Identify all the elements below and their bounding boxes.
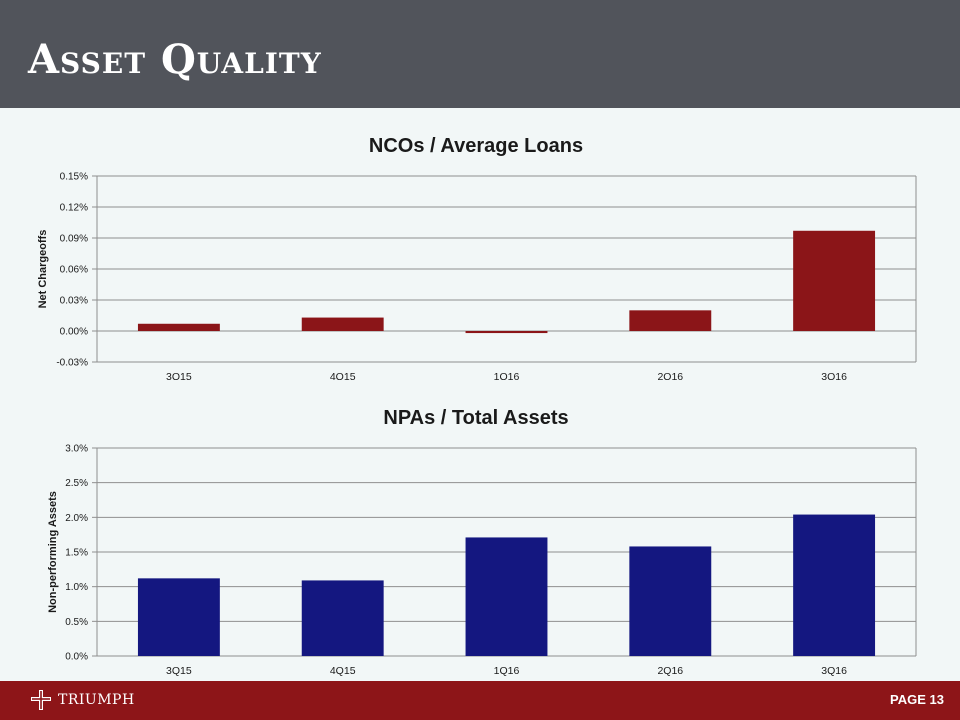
y-axis-label: Non-performing Assets [47,491,59,613]
x-tick-label: 3Q15 [166,371,192,380]
bar-1q16 [465,537,548,656]
bar-3q15 [137,578,220,656]
footer-bar: TRIUMPH PAGE 13 [0,681,960,720]
y-tick-label: 0.12% [60,203,88,214]
nco-chart: NCOs / Average Loans -0.03% 0.00% 0.03% 0.06… [0,130,960,380]
bar-2q16 [629,310,712,331]
y-tick-label: 1.0% [65,582,88,593]
x-tick-label: 2Q16 [657,665,683,677]
chart-title: NPAs / Total Assets [383,407,568,429]
chart-svg: NCOs / Average Loans -0.03% 0.00% 0.03% 0.06… [37,135,917,380]
triumph-logo: TRIUMPH [30,689,135,711]
npa-chart: NPAs / Total Assets 0.0% 0.5% 1.0% 1.5% 2.0% 2… [0,402,960,678]
bar-2q16 [629,546,712,656]
logo-text: TRIUMPH [58,692,135,708]
y-tick-label: 2.5% [65,478,88,489]
chart-title: NCOs / Average Loans [369,135,583,157]
chart-svg: NPAs / Total Assets 0.0% 0.5% 1.0% 1.5% 2.0% 2… [47,407,917,677]
bar-1q16 [465,331,548,334]
x-tick-label: 3Q16 [821,665,847,677]
y-tick-label: 2.0% [65,513,88,524]
x-tick-label: 1Q16 [494,665,520,677]
y-tick-label: -0.03% [56,358,88,369]
y-tick-label: 0.03% [60,296,88,307]
x-tick-label: 3Q15 [166,665,192,677]
cross-icon [31,690,51,710]
x-tick-label: 4Q15 [330,371,356,380]
x-tick-label: 3Q16 [821,371,847,380]
y-tick-label: 1.5% [65,548,88,559]
page-number: PAGE 13 [890,692,944,707]
y-tick-label: 0.15% [60,172,88,183]
x-tick-label: 4Q15 [330,665,356,677]
page-title: Asset Quality [28,36,322,83]
y-tick-label: 0.0% [65,652,88,663]
bar-3q15 [137,323,220,331]
y-tick-label: 0.5% [65,617,88,628]
y-tick-label: 0.09% [60,234,88,245]
y-tick-label: 0.06% [60,265,88,276]
bar-3q16 [793,230,876,331]
bar-4q15 [301,580,384,656]
x-tick-label: 2Q16 [657,371,683,380]
y-axis-label: Net Chargeoffs [37,230,49,309]
x-tick-label: 1Q16 [494,371,520,380]
y-tick-label: 0.00% [60,327,88,338]
header-bar: Asset Quality [0,0,960,108]
bar-3q16 [793,514,876,656]
y-tick-label: 3.0% [65,444,88,455]
bar-4q15 [301,317,384,331]
